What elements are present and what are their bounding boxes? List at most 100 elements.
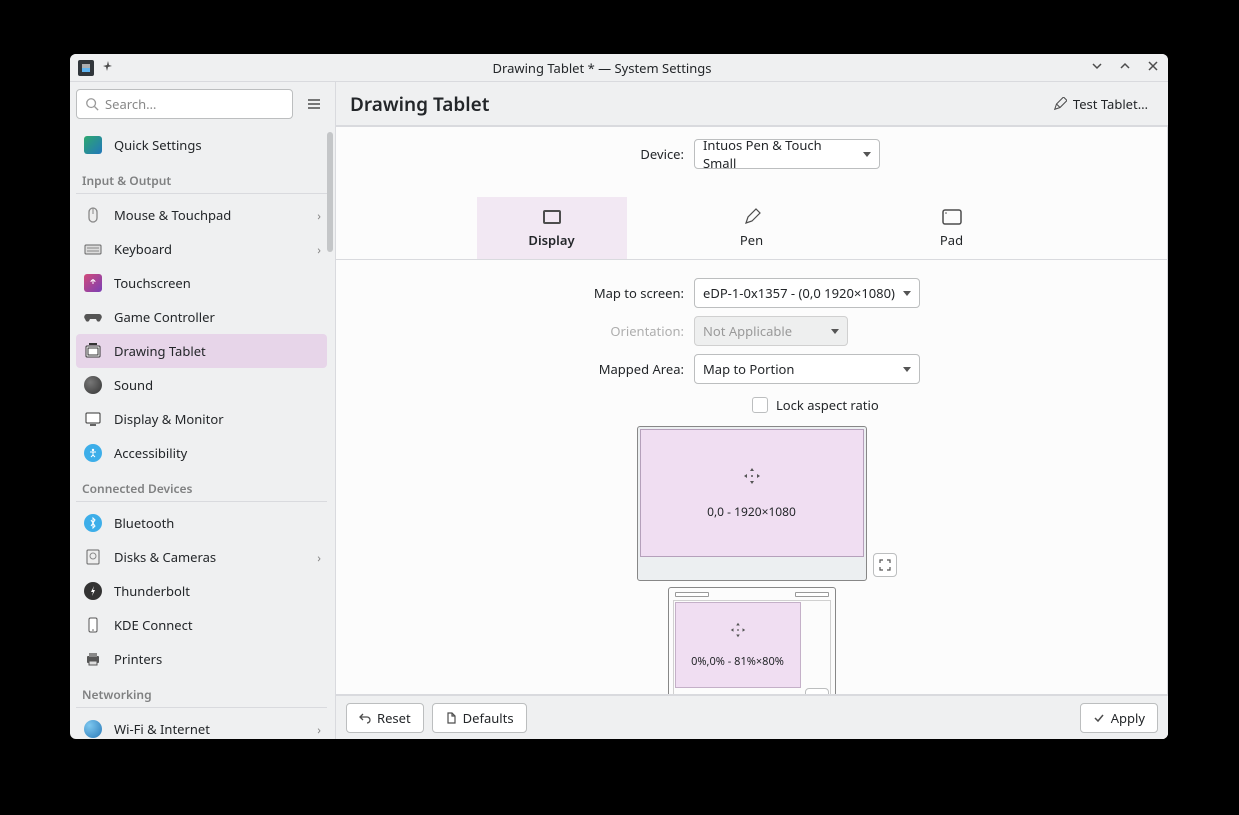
- sidebar-item-keyboard[interactable]: Keyboard ›: [76, 232, 327, 266]
- hamburger-icon: [306, 96, 322, 112]
- pin-icon[interactable]: [102, 59, 114, 76]
- bt-icon: [82, 512, 104, 534]
- sidebar-item-thunderbolt[interactable]: Thunderbolt: [76, 574, 327, 608]
- defaults-button[interactable]: Defaults: [432, 703, 527, 733]
- pad-icon: [877, 207, 1027, 227]
- expand-icon: [879, 559, 891, 571]
- tablet-button-left-icon: [675, 592, 709, 597]
- sidebar-item-game-controller[interactable]: Game Controller: [76, 300, 327, 334]
- device-combo[interactable]: Intuos Pen & Touch Small: [694, 139, 880, 169]
- apply-button[interactable]: Apply: [1080, 703, 1158, 733]
- device-label: Device:: [356, 145, 694, 163]
- tab-display[interactable]: Display: [477, 197, 627, 259]
- tablet-mapping-box[interactable]: 0%,0% - 81%×80%: [668, 587, 836, 695]
- sidebar-item-label: Printers: [114, 650, 321, 668]
- check-icon: [1093, 712, 1105, 724]
- touch-icon: [82, 272, 104, 294]
- sidebar-item-label: Keyboard: [114, 240, 307, 258]
- defaults-label: Defaults: [463, 709, 514, 727]
- test-tablet-button[interactable]: Test Tablet…: [1047, 91, 1154, 117]
- map-screen-label: Map to screen:: [356, 284, 694, 302]
- sidebar-scrollbar[interactable]: [327, 132, 333, 252]
- move-icon: [742, 466, 762, 491]
- sidebar-item-bluetooth[interactable]: Bluetooth: [76, 506, 327, 540]
- sidebar-item-label: Thunderbolt: [114, 582, 321, 600]
- sidebar-item-disks-cameras[interactable]: Disks & Cameras›: [76, 540, 327, 574]
- tab-pen[interactable]: Pen: [677, 197, 827, 259]
- sidebar: Search… Quick SettingsInput & Output Mous…: [70, 82, 336, 739]
- search-icon: [85, 97, 99, 111]
- tablet-mapped-region[interactable]: 0%,0% - 81%×80%: [675, 602, 801, 688]
- sidebar-item-printers[interactable]: Printers: [76, 642, 327, 676]
- tab-display-label: Display: [477, 231, 627, 249]
- settings-window: Drawing Tablet * — System Settings Searc…: [70, 54, 1168, 739]
- mapped-area-label: Mapped Area:: [356, 360, 694, 378]
- sidebar-item-label: Drawing Tablet: [114, 342, 321, 360]
- chevron-right-icon: ›: [317, 241, 321, 258]
- sound-icon: [82, 374, 104, 396]
- chevron-down-icon: [831, 329, 839, 334]
- tablet-icon: [82, 340, 104, 362]
- minimize-button[interactable]: [1090, 59, 1104, 77]
- sidebar-item-mouse-touchpad[interactable]: Mouse & Touchpad ›: [76, 198, 327, 232]
- orientation-combo: Not Applicable: [694, 316, 848, 346]
- phone-icon: [82, 614, 104, 636]
- undo-icon: [359, 712, 371, 724]
- move-icon: [729, 621, 747, 644]
- sidebar-item-label: Mouse & Touchpad: [114, 206, 307, 224]
- sidebar-item-label: Wi-Fi & Internet: [114, 720, 307, 738]
- chevron-down-icon: [863, 152, 871, 157]
- screen-mapping-box[interactable]: 0,0 - 1920×1080: [637, 426, 867, 581]
- a11y-icon: [82, 442, 104, 464]
- display-icon: [477, 207, 627, 227]
- sidebar-item-label: Touchscreen: [114, 274, 321, 292]
- sidebar-item-label: KDE Connect: [114, 616, 321, 634]
- sidebar-item-sound[interactable]: Sound: [76, 368, 327, 402]
- hamburger-menu-button[interactable]: [299, 89, 329, 119]
- tab-bar: Display Pen Pad: [336, 197, 1167, 260]
- orientation-label: Orientation:: [356, 322, 694, 340]
- window-title: Drawing Tablet * — System Settings: [114, 59, 1090, 77]
- pencil-icon: [1053, 97, 1067, 111]
- maximize-button[interactable]: [1118, 59, 1132, 77]
- tablet-region-text: 0%,0% - 81%×80%: [691, 654, 784, 669]
- map-screen-combo[interactable]: eDP-1-0x1357 - (0,0 1920×1080): [694, 278, 920, 308]
- mapped-area-combo[interactable]: Map to Portion: [694, 354, 920, 384]
- sidebar-item-accessibility[interactable]: Accessibility: [76, 436, 327, 470]
- quick-settings-icon: [82, 134, 104, 156]
- sidebar-item-touchscreen[interactable]: Touchscreen: [76, 266, 327, 300]
- apply-label: Apply: [1111, 709, 1145, 727]
- tb-icon: [82, 580, 104, 602]
- chevron-down-icon: [903, 291, 911, 296]
- page-title: Drawing Tablet: [350, 91, 490, 117]
- sidebar-item-label: Game Controller: [114, 308, 321, 326]
- chevron-right-icon: ›: [317, 207, 321, 224]
- close-button[interactable]: [1146, 59, 1160, 77]
- expand-icon: [811, 694, 823, 695]
- screen-fit-button[interactable]: [873, 553, 897, 577]
- sidebar-item-label: Display & Monitor: [114, 410, 321, 428]
- screen-mapped-region[interactable]: 0,0 - 1920×1080: [640, 429, 864, 557]
- sidebar-section-label: Input & Output: [76, 162, 327, 194]
- tab-pad[interactable]: Pad: [877, 197, 1027, 259]
- sidebar-item-display-monitor[interactable]: Display & Monitor: [76, 402, 327, 436]
- main-pane: Drawing Tablet Test Tablet… Device: Intu…: [336, 82, 1168, 739]
- sidebar-item-wi-fi-internet[interactable]: Wi-Fi & Internet›: [76, 712, 327, 739]
- search-input[interactable]: Search…: [76, 89, 293, 119]
- sidebar-item-label: Bluetooth: [114, 514, 321, 532]
- footer: Reset Defaults Apply: [336, 695, 1168, 739]
- reset-button[interactable]: Reset: [346, 703, 424, 733]
- reset-label: Reset: [377, 709, 411, 727]
- sidebar-item-drawing-tablet[interactable]: Drawing Tablet: [76, 334, 327, 368]
- sidebar-item-quick-settings[interactable]: Quick Settings: [76, 128, 327, 162]
- disk-icon: [82, 546, 104, 568]
- printer-icon: [82, 648, 104, 670]
- sidebar-item-kde-connect[interactable]: KDE Connect: [76, 608, 327, 642]
- screen-region-text: 0,0 - 1920×1080: [707, 503, 796, 520]
- search-placeholder: Search…: [105, 95, 156, 113]
- tab-pen-label: Pen: [677, 231, 827, 249]
- lock-aspect-checkbox[interactable]: [752, 397, 768, 413]
- mouse-icon: [82, 204, 104, 226]
- tablet-fit-button[interactable]: [805, 688, 829, 695]
- titlebar[interactable]: Drawing Tablet * — System Settings: [70, 54, 1168, 82]
